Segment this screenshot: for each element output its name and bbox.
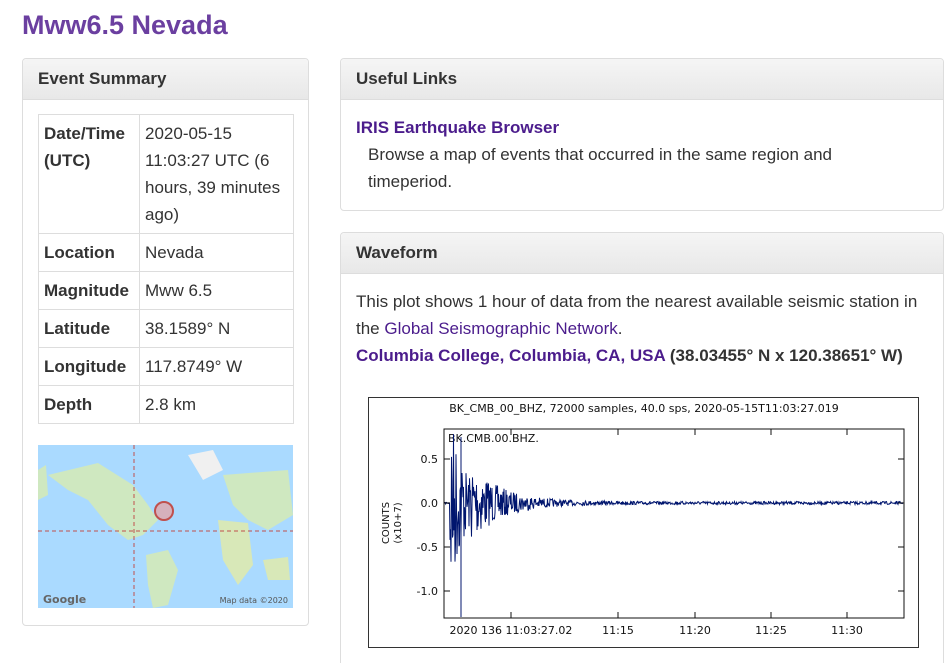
row-label: Depth <box>38 385 140 424</box>
land <box>38 465 48 500</box>
panel-heading: Useful Links <box>341 59 943 100</box>
y-axis-label: COUNTS <box>381 502 392 544</box>
y-tick-label: -1.0 <box>417 585 438 598</box>
x-tick-label: 2020 136 11:03:27.02 <box>450 624 573 637</box>
summary-row: Longitude 117.8749° W <box>38 347 294 386</box>
row-label: Location <box>38 233 140 272</box>
map-attribution: Map data ©2020 <box>220 596 288 605</box>
row-value: 2.8 km <box>139 385 294 424</box>
trace-label: BK.CMB.00.BHZ. <box>448 432 539 445</box>
x-tick-label: 11:20 <box>679 624 711 637</box>
waveform-panel: Waveform This plot shows 1 hour of data … <box>340 232 944 663</box>
x-tick-label: 11:30 <box>831 624 863 637</box>
row-value: 38.1589° N <box>139 309 294 348</box>
text: . <box>617 319 623 338</box>
row-label: Date/Time (UTC) <box>38 114 140 234</box>
land <box>188 450 223 480</box>
row-value: Mww 6.5 <box>139 271 294 310</box>
summary-table: Date/Time (UTC) 2020-05-15 11:03:27 UTC (… <box>38 114 294 424</box>
panel-heading: Waveform <box>341 233 943 274</box>
text: This plot shows 1 hour of data from the … <box>356 292 918 338</box>
x-tick-label: 11:15 <box>602 624 634 637</box>
link-description: Browse a map of events that occurred in … <box>368 145 832 191</box>
row-label: Magnitude <box>38 271 140 310</box>
waveform-plot: BK_CMB_00_BHZ, 72000 samples, 40.0 sps, … <box>368 397 919 648</box>
summary-row: Latitude 38.1589° N <box>38 309 294 348</box>
map-logo: Google <box>43 593 86 606</box>
land <box>146 550 178 608</box>
y-tick-label: 0.5 <box>421 453 439 466</box>
waveform-trace <box>444 434 903 562</box>
land <box>223 470 293 530</box>
land <box>218 520 253 585</box>
waveform-intro: This plot shows 1 hour of data from the … <box>356 288 926 342</box>
panel-heading: Event Summary <box>23 59 308 100</box>
row-value: Nevada <box>139 233 294 272</box>
summary-row: Depth 2.8 km <box>38 385 294 424</box>
row-value: 117.8749° W <box>139 347 294 386</box>
summary-row: Date/Time (UTC) 2020-05-15 11:03:27 UTC (… <box>38 114 294 234</box>
row-label: Longitude <box>38 347 140 386</box>
page-title: Mww6.5 Nevada <box>22 10 228 40</box>
row-label: Latitude <box>38 309 140 348</box>
link[interactable]: Columbia College, Columbia, CA, USA <box>356 346 666 365</box>
x-tick-label: 11:25 <box>755 624 787 637</box>
y-axis-unit: (x10+7) <box>393 502 404 543</box>
map[interactable]: Google Map data ©2020 <box>38 445 293 608</box>
link[interactable]: Global Seismographic Network <box>384 319 618 338</box>
row-value: 2020-05-15 11:03:27 UTC (6 hours, 39 min… <box>139 114 294 234</box>
useful-links-panel: Useful Links IRIS Earthquake Browser Bro… <box>340 58 944 211</box>
summary-row: Magnitude Mww 6.5 <box>38 271 294 310</box>
y-tick-label: -0.5 <box>417 541 438 554</box>
event-summary-panel: Event Summary Date/Time (UTC) 2020-05-15 … <box>22 58 309 626</box>
land <box>48 463 158 540</box>
station: Columbia College, Columbia, CA, USA (38.… <box>356 342 926 369</box>
land <box>263 557 290 580</box>
y-tick-label: 0.0 <box>421 497 439 510</box>
summary-row: Location Nevada <box>38 233 294 272</box>
event-marker <box>154 501 174 521</box>
link[interactable]: IRIS Earthquake Browser <box>356 118 560 137</box>
plot-title: BK_CMB_00_BHZ, 72000 samples, 40.0 sps, … <box>449 402 839 415</box>
plot-frame <box>443 428 905 619</box>
text: (38.03455° N x 120.38651° W) <box>665 346 903 365</box>
